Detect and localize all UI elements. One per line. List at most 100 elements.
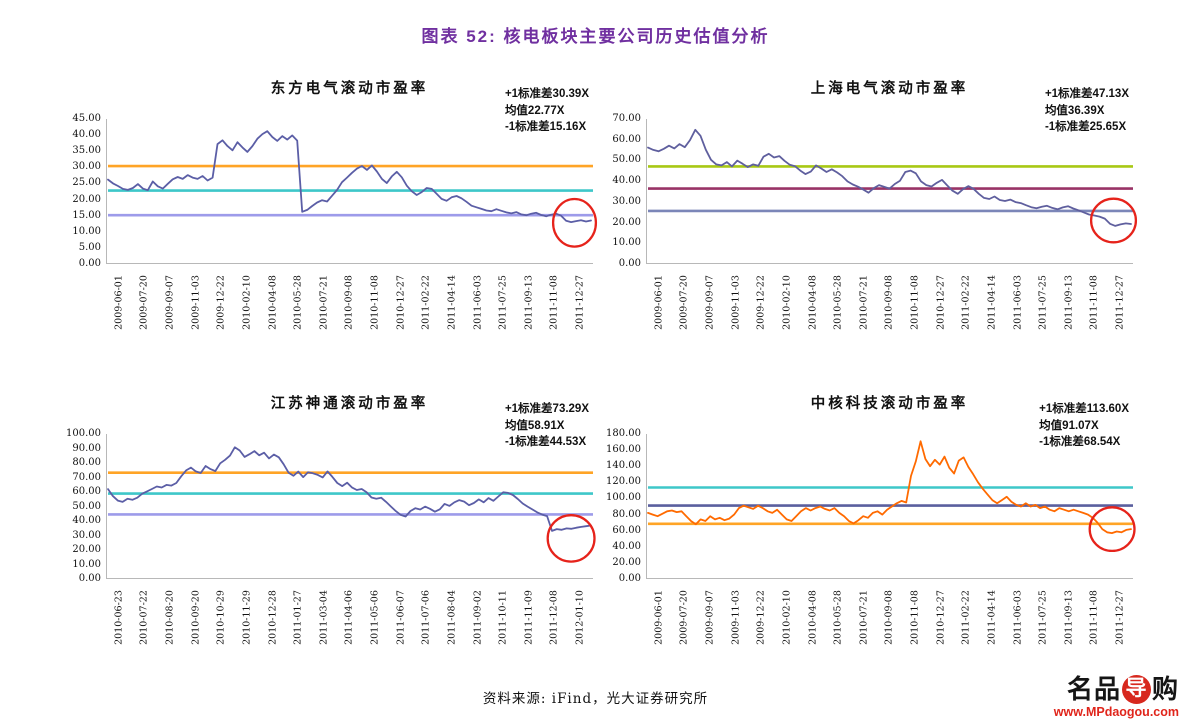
annotation-plus1std: +1标准差47.13X bbox=[1044, 88, 1129, 100]
logo-text-prefix: 名品 bbox=[1066, 674, 1121, 704]
x-axis-label: 2011-04-14 bbox=[986, 590, 998, 645]
x-axis-label: 2011-02-22 bbox=[960, 590, 972, 645]
y-axis-tick: 20.00 bbox=[612, 216, 641, 228]
x-axis-label: 2010-04-08 bbox=[807, 275, 819, 330]
x-axis-label: 2011-09-13 bbox=[1063, 275, 1075, 330]
x-axis-label: 2011-07-25 bbox=[1037, 275, 1049, 330]
y-axis-tick: 160.00 bbox=[606, 444, 641, 456]
x-axis-label: 2009-12-22 bbox=[215, 275, 227, 330]
y-axis-tick: 10.00 bbox=[72, 558, 101, 570]
x-axis-label: 2009-06-01 bbox=[113, 275, 125, 330]
chart-title: 江苏神通滚动市盈率 bbox=[270, 396, 429, 412]
chart-title: 东方电气滚动市盈率 bbox=[270, 81, 429, 97]
x-axis: 2009-06-01 2009-07-20 2009-09-07 2009-11-03… bbox=[646, 264, 1133, 346]
y-axis-tick: 60.00 bbox=[72, 486, 101, 497]
x-axis-label: 2011-11-08 bbox=[1088, 590, 1100, 645]
x-axis-label: 2011-06-07 bbox=[395, 590, 407, 645]
y-axis-tick: 30.00 bbox=[72, 161, 101, 173]
pe-ratio-line bbox=[107, 130, 592, 223]
x-axis-label: 2011-06-03 bbox=[1012, 275, 1024, 330]
plot-area bbox=[106, 119, 598, 264]
annotation-mean: 均值58.91X bbox=[504, 419, 565, 432]
highlight-circle bbox=[1088, 506, 1136, 553]
chart-shanghai-electric: 上海电气滚动市盈率 +1标准差47.13X 均值36.39X -1标准差25.6… bbox=[598, 73, 1138, 363]
x-axis-label: 2010-07-21 bbox=[318, 275, 330, 330]
highlight-circle bbox=[551, 197, 598, 248]
plot-area bbox=[106, 434, 596, 579]
x-axis-label: 2010-12-28 bbox=[267, 590, 279, 645]
chart-body: 100.00 90.00 80.00 70.00 60.00 50.00 40.00 30.0… bbox=[58, 428, 596, 584]
x-axis-label: 2011-09-13 bbox=[1063, 590, 1075, 645]
y-axis-tick: 100.00 bbox=[66, 428, 101, 439]
x-axis-label: 2010-10-29 bbox=[215, 590, 227, 645]
y-axis-tick: 140.00 bbox=[606, 460, 641, 472]
y-axis-tick: 40.00 bbox=[72, 515, 101, 526]
y-axis-tick: 40.00 bbox=[72, 129, 101, 141]
y-axis: 45.00 40.00 35.00 30.00 25.00 20.00 15.00 10.00… bbox=[58, 113, 106, 269]
x-axis-label: 2011-04-14 bbox=[446, 275, 458, 330]
chart-jiangsu-shentong: 江苏神通滚动市盈率 +1标准差73.29X 均值58.91X -1标准差44.5… bbox=[58, 388, 596, 678]
x-axis-label: 2010-02-10 bbox=[781, 275, 793, 330]
x-axis-label: 2010-12-27 bbox=[395, 275, 407, 330]
highlight-circle bbox=[546, 514, 596, 563]
x-axis-label: 2010-07-21 bbox=[858, 275, 870, 330]
y-axis-tick: 25.00 bbox=[72, 177, 101, 189]
x-axis-label: 2011-10-11 bbox=[497, 590, 509, 645]
chart-title: 上海电气滚动市盈率 bbox=[810, 81, 969, 97]
x-axis-label: 2010-11-29 bbox=[241, 590, 253, 645]
x-axis-label: 2011-09-13 bbox=[523, 275, 535, 330]
x-axis-label: 2011-09-02 bbox=[472, 590, 484, 645]
y-axis-tick: 0.00 bbox=[618, 258, 641, 269]
x-axis-label: 2009-12-22 bbox=[755, 275, 767, 330]
y-axis-tick: 0.00 bbox=[78, 573, 101, 584]
highlight-circle bbox=[1089, 197, 1138, 244]
x-axis-label: 2010-09-08 bbox=[883, 275, 895, 330]
chart-body: 70.00 60.00 50.00 40.00 30.00 20.00 10.00 0.00 bbox=[598, 113, 1138, 269]
annotation-minus1std: -1标准差15.16X bbox=[504, 121, 587, 133]
x-axis-label: 2009-06-01 bbox=[653, 275, 665, 330]
y-axis-tick: 35.00 bbox=[72, 145, 101, 157]
x-axis-label: 2011-11-09 bbox=[523, 590, 535, 645]
y-axis-tick: 80.00 bbox=[612, 508, 641, 520]
pe-ratio-line bbox=[647, 128, 1132, 227]
annotation-plus1std: +1标准差113.60X bbox=[1039, 403, 1129, 415]
y-axis-tick: 20.00 bbox=[612, 556, 641, 568]
annotation-plus1std: +1标准差30.39X bbox=[504, 88, 589, 100]
annotation-plus1std: +1标准差73.29X bbox=[504, 403, 589, 415]
y-axis-tick: 0.00 bbox=[618, 573, 641, 584]
y-axis-tick: 40.00 bbox=[612, 540, 641, 552]
x-axis-label: 2009-07-20 bbox=[678, 590, 690, 645]
y-axis-tick: 45.00 bbox=[72, 113, 101, 124]
x-axis-label: 2009-09-07 bbox=[164, 275, 176, 330]
x-axis-label: 2010-09-20 bbox=[190, 590, 202, 645]
logo-characters: 名品导购 bbox=[1054, 674, 1179, 704]
y-axis-tick: 70.00 bbox=[612, 113, 641, 124]
x-axis-label: 2011-11-08 bbox=[548, 275, 560, 330]
plot-area bbox=[646, 434, 1136, 579]
x-axis-label: 2010-12-27 bbox=[935, 275, 947, 330]
y-axis-tick: 90.00 bbox=[72, 442, 101, 454]
y-axis-tick: 60.00 bbox=[612, 133, 641, 145]
x-axis-label: 2010-11-08 bbox=[369, 275, 381, 330]
annotation-minus1std: -1标准差68.54X bbox=[1039, 436, 1121, 448]
chart-annotations: +1标准差113.60X 均值91.07X -1标准差68.54X bbox=[1039, 401, 1129, 451]
x-axis-label: 2011-08-04 bbox=[446, 590, 458, 645]
x-axis-label: 2011-12-08 bbox=[548, 590, 560, 645]
x-axis-label: 2011-03-04 bbox=[318, 590, 330, 645]
x-axis-label: 2011-07-25 bbox=[1037, 590, 1049, 645]
logo-seal-icon: 导 bbox=[1121, 674, 1151, 704]
x-axis-label: 2010-06-23 bbox=[113, 590, 125, 645]
x-axis-label: 2010-07-22 bbox=[138, 590, 150, 645]
x-axis-label: 2010-02-10 bbox=[241, 275, 253, 330]
x-axis-label: 2010-02-10 bbox=[781, 590, 793, 645]
x-axis-label: 2011-01-27 bbox=[292, 590, 304, 645]
x-axis-label: 2010-05-28 bbox=[832, 590, 844, 645]
x-axis-label: 2011-07-25 bbox=[497, 275, 509, 330]
chart-title: 中核科技滚动市盈率 bbox=[810, 396, 969, 412]
x-axis-label: 2011-11-08 bbox=[1088, 275, 1100, 330]
logo-text-suffix: 购 bbox=[1151, 674, 1179, 704]
x-axis-label: 2010-11-08 bbox=[909, 590, 921, 645]
chart-annotations: +1标准差47.13X 均值36.39X -1标准差25.65X bbox=[1045, 86, 1129, 136]
figure-title: 图表 52: 核电板块主要公司历史估值分析 bbox=[421, 27, 770, 46]
x-axis-label: 2010-07-21 bbox=[858, 590, 870, 645]
